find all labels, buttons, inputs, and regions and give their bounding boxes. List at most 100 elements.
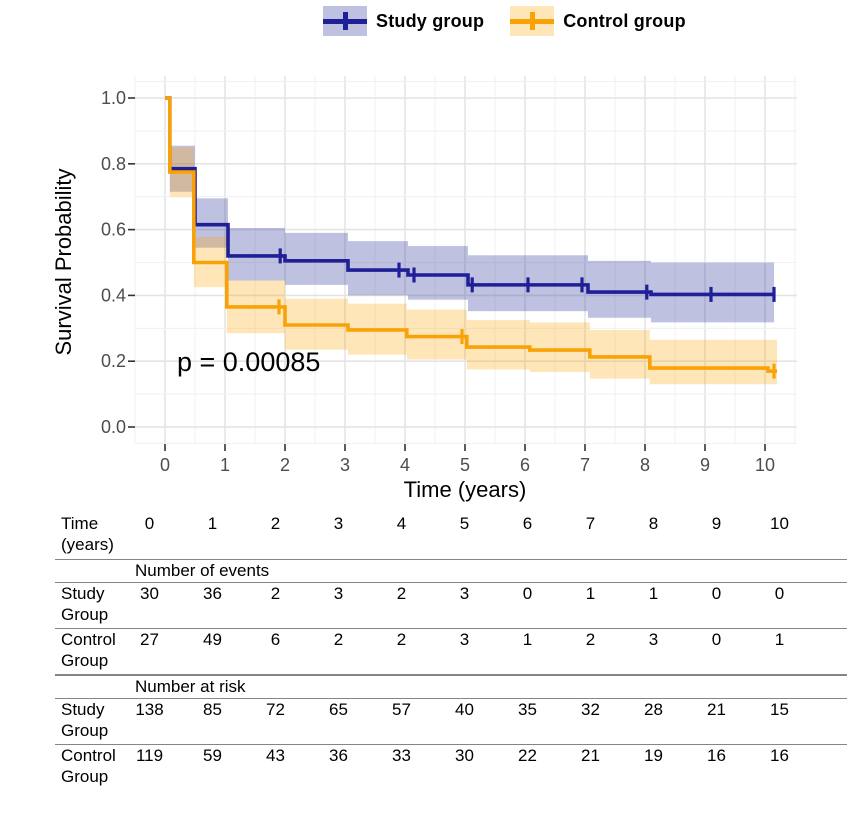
table-cell: 5 — [459, 514, 470, 533]
table-cell: 0 — [711, 630, 722, 649]
table-cell: 3 — [459, 584, 470, 603]
table-cell: 22 — [518, 746, 537, 765]
study-group-key-icon — [323, 6, 367, 36]
table-cell: 85 — [203, 700, 222, 719]
table-cell: 59 — [203, 746, 222, 765]
table-cell: 1 — [774, 630, 785, 649]
table-cell: 36 — [203, 584, 222, 603]
x-axis-title: Time (years) — [404, 477, 527, 502]
table-cell: 0 — [144, 514, 155, 533]
table-cell: 2 — [396, 630, 407, 649]
x-tick-label: 6 — [520, 455, 530, 475]
grid — [134, 76, 797, 445]
table-cell: 3 — [459, 630, 470, 649]
table-cell: 32 — [581, 700, 600, 719]
table-cell: 3 — [648, 630, 659, 649]
table-cell: 40 — [455, 700, 474, 719]
table-cell: 2 — [270, 514, 281, 533]
y-tick-label: 0.4 — [101, 285, 126, 305]
table-row: Study Group 30 36 2 3 2 3 0 1 1 0 0 — [55, 583, 847, 629]
p-value-label: p = 0.00085 — [177, 347, 320, 377]
band-rect — [285, 232, 348, 285]
table-cell: 10 — [770, 514, 789, 533]
group-row-label: Control Group — [61, 630, 116, 670]
band-rect — [649, 339, 777, 385]
x-tick-label: 9 — [700, 455, 710, 475]
group-row-label: Study Group — [61, 700, 109, 740]
table-cell: 28 — [644, 700, 663, 719]
table-row: Control Group 27 49 6 2 2 3 1 2 3 0 1 — [55, 629, 847, 675]
table-cell: 72 — [266, 700, 285, 719]
table-cell: 1 — [585, 584, 596, 603]
group-row-label: Study Group — [61, 584, 109, 624]
table-cell: 2 — [396, 584, 407, 603]
table-row: Control Group 119 59 43 36 33 30 22 21 19 16 16 — [55, 745, 847, 790]
table-cell: 1 — [648, 584, 659, 603]
table-cell: 30 — [140, 584, 159, 603]
table-cell: 8 — [648, 514, 659, 533]
legend-label-control: Control group — [563, 10, 686, 31]
table-cell: 119 — [135, 746, 164, 765]
table-section-title: Number of events — [55, 559, 847, 583]
survival-curve-control — [165, 96, 777, 379]
legend-entry-control: Control group — [510, 6, 686, 36]
table-cell: 57 — [392, 700, 411, 719]
band-rect — [529, 322, 590, 373]
legend-label-study: Study group — [376, 10, 485, 31]
table-cell: 4 — [396, 514, 407, 533]
x-tick-label: 7 — [580, 455, 590, 475]
table-section-title: Number at risk — [55, 675, 847, 699]
table-row: Study Group 138 85 72 65 57 40 35 32 28 21 15 — [55, 699, 847, 745]
table-cell: 30 — [455, 746, 474, 765]
table-cell: 6 — [522, 514, 533, 533]
table-cell: 15 — [770, 700, 789, 719]
band-rect — [466, 320, 530, 370]
band-rect — [589, 329, 650, 379]
y-tick-label: 1.0 — [101, 88, 126, 108]
legend-entry-study: Study group — [323, 6, 484, 36]
table-cell: 43 — [266, 746, 285, 765]
table-cell: 2 — [270, 584, 281, 603]
table-cell: 0 — [711, 584, 722, 603]
x-tick-label: 5 — [460, 455, 470, 475]
table-cell: 3 — [333, 584, 344, 603]
risk-table: Time (years) 0 1 2 3 4 5 6 7 8 9 10 Number of events… — [55, 513, 847, 790]
km-survival-chart: 0 1 2 3 4 5 6 7 8 9 10 0.0 0.2 0.4 0.6 0.8 1.0 Time (year… — [51, 76, 797, 502]
y-axis-title: Survival Probability — [51, 168, 76, 355]
y-tick-label: 0.2 — [101, 351, 126, 371]
x-tick-label: 8 — [640, 455, 650, 475]
table-cell: 0 — [774, 584, 785, 603]
table-cell: 33 — [392, 746, 411, 765]
table-cell: 1 — [207, 514, 218, 533]
x-tick-label: 10 — [755, 455, 775, 475]
group-row-label: Control Group — [61, 746, 116, 786]
survival-step-line — [165, 96, 777, 373]
table-cell: 16 — [770, 746, 789, 765]
table-cell: 6 — [270, 630, 281, 649]
table-cell: 27 — [140, 630, 159, 649]
legend: Study group Control group — [323, 4, 686, 38]
table-cell: 2 — [333, 630, 344, 649]
table-row: Time (years) 0 1 2 3 4 5 6 7 8 9 10 — [55, 513, 847, 559]
table-cell: 1 — [522, 630, 533, 649]
table-cell: 0 — [522, 584, 533, 603]
table-cell: 16 — [707, 746, 726, 765]
table-cell: 49 — [203, 630, 222, 649]
band-rect — [406, 309, 467, 360]
table-cell: 21 — [581, 746, 600, 765]
x-tick-label: 0 — [160, 455, 170, 475]
x-tick-label: 3 — [340, 455, 350, 475]
table-cell: 65 — [329, 700, 348, 719]
x-tick-label: 1 — [220, 455, 230, 475]
table-cell: 7 — [585, 514, 596, 533]
y-tick-label: 0.8 — [101, 154, 126, 174]
table-cell: 21 — [707, 700, 726, 719]
band-rect — [588, 260, 651, 318]
table-cell: 138 — [135, 700, 164, 719]
table-cell: 3 — [333, 514, 344, 533]
x-tick-label: 2 — [280, 455, 290, 475]
time-header-label: Time (years) — [61, 514, 114, 554]
table-cell: 9 — [711, 514, 722, 533]
band-rect — [408, 246, 468, 300]
